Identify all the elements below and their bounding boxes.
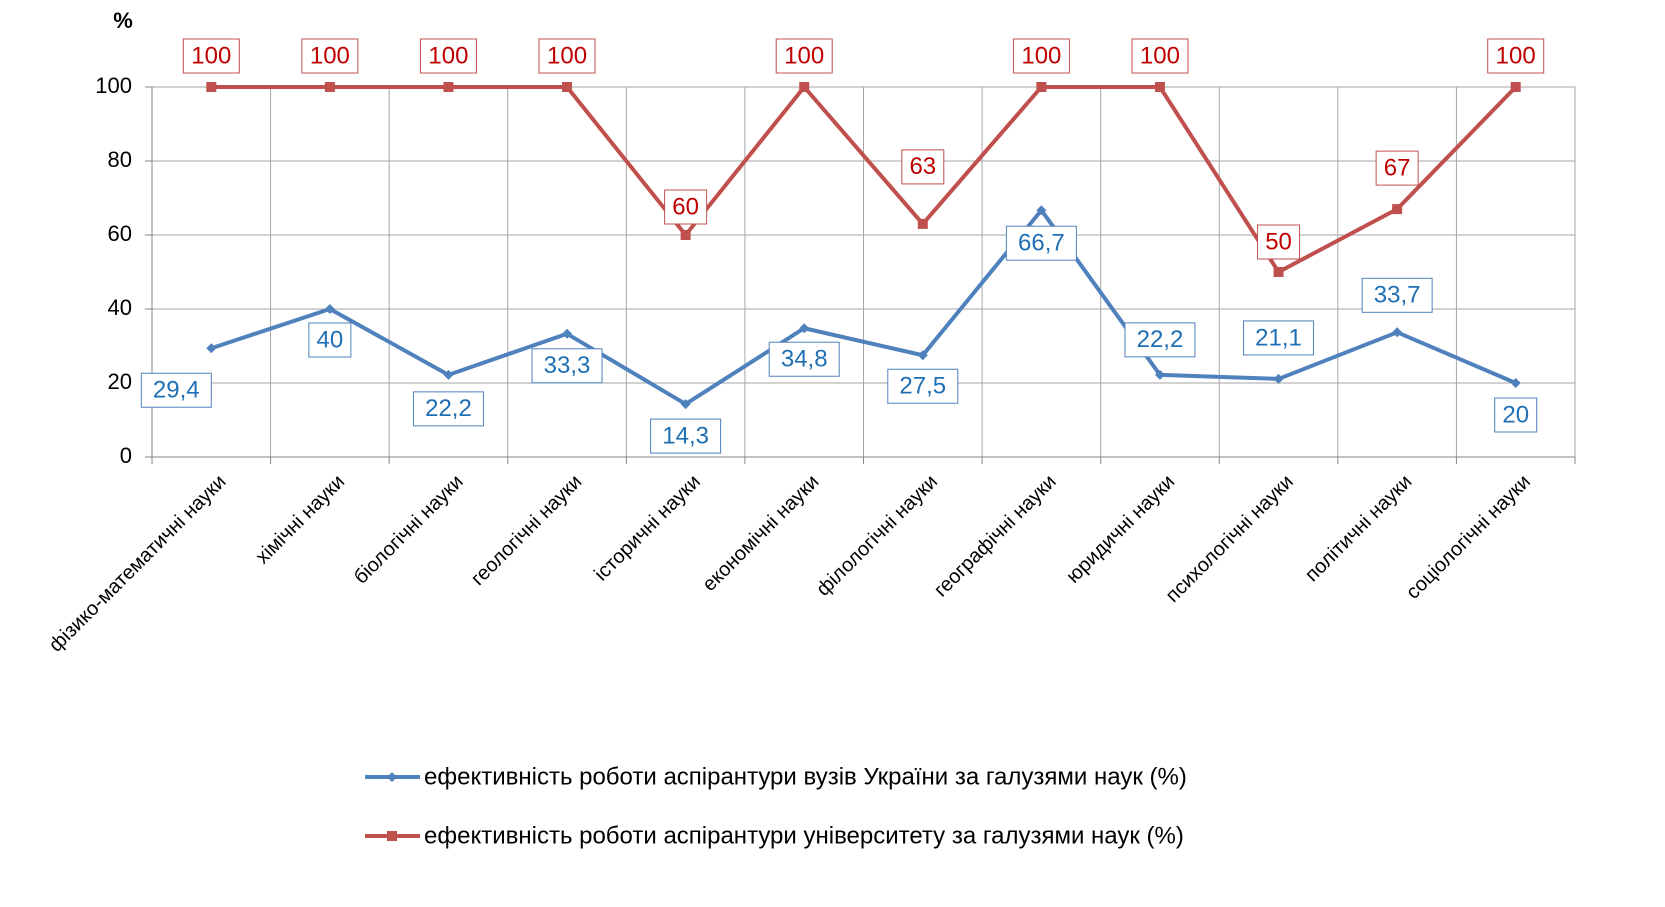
data-label-box — [1012, 38, 1070, 74]
data-label: 100 — [310, 42, 350, 69]
data-label: 100 — [191, 42, 231, 69]
marker — [917, 350, 928, 361]
marker — [324, 304, 335, 314]
data-label-box — [140, 372, 212, 408]
data-label-box — [538, 38, 596, 74]
data-label: 100 — [428, 42, 468, 69]
data-label-box — [412, 391, 484, 427]
data-label-box — [1005, 225, 1077, 261]
data-label-box — [664, 189, 708, 225]
marker — [1510, 378, 1521, 388]
legend-label: ефективність роботи аспірантури універси… — [424, 822, 1184, 849]
data-label: 22,2 — [425, 395, 472, 422]
x-tick-label: філологічні науки — [812, 471, 942, 601]
x-tick-label: фізико-математичні науки — [45, 471, 231, 657]
x-tick-label: біологічні науки — [350, 471, 468, 589]
marker — [917, 218, 928, 229]
legend-label: ефективність роботи аспірантури вузів Ук… — [424, 763, 1187, 790]
y-tick-label: 60 — [108, 221, 132, 246]
data-label-box — [419, 38, 477, 74]
x-tick-label: геологічні науки — [467, 471, 586, 590]
x-tick-label: історичні науки — [590, 471, 705, 586]
y-axis-title: % — [113, 8, 133, 33]
marker — [1392, 204, 1403, 215]
marker — [324, 82, 335, 92]
data-label-box — [901, 149, 945, 185]
data-label-box — [1243, 320, 1315, 356]
legend-marker — [387, 831, 397, 841]
marker — [443, 82, 454, 92]
series-line — [210, 208, 1517, 407]
data-label-box — [1257, 224, 1301, 260]
data-label: 100 — [784, 42, 824, 69]
data-label: 27,5 — [899, 373, 946, 400]
marker — [1036, 82, 1047, 92]
marker — [1154, 369, 1165, 380]
series-line — [211, 85, 1518, 274]
data-label-box — [1487, 38, 1545, 74]
data-label-box — [887, 368, 959, 404]
x-tick-label: психологічні науки — [1162, 471, 1298, 607]
data-label: 100 — [1496, 42, 1536, 69]
marker — [680, 399, 691, 410]
marker — [1036, 205, 1047, 216]
data-label-box — [182, 38, 240, 74]
data-label: 34,8 — [781, 346, 828, 373]
marker — [680, 230, 691, 240]
y-tick-label: 40 — [108, 295, 132, 320]
marker — [799, 323, 810, 334]
x-tick-label: юридичні науки — [1062, 471, 1179, 588]
data-label-box — [1124, 322, 1196, 358]
x-tick-label: політичні науки — [1301, 471, 1416, 586]
legend-marker — [387, 772, 397, 782]
data-label: 40 — [317, 326, 344, 353]
data-label: 22,2 — [1137, 326, 1184, 353]
data-label-box — [1361, 277, 1433, 313]
data-label: 21,1 — [1255, 324, 1302, 351]
data-label: 100 — [1021, 42, 1061, 69]
data-label: 100 — [1140, 42, 1180, 69]
data-label: 100 — [547, 42, 587, 69]
data-label-box — [308, 322, 352, 358]
marker — [443, 369, 454, 380]
marker — [562, 82, 573, 92]
marker — [206, 343, 217, 354]
data-label-box — [301, 38, 359, 74]
y-tick-label: 20 — [108, 369, 132, 394]
marker — [1273, 373, 1284, 384]
x-tick-label: хімічні науки — [252, 471, 350, 569]
data-label: 66,7 — [1018, 230, 1065, 257]
data-label: 29,4 — [153, 377, 200, 404]
data-label: 20 — [1502, 401, 1529, 428]
data-label-box — [1494, 397, 1538, 433]
data-label: 50 — [1265, 228, 1292, 255]
data-label-box — [1375, 150, 1419, 186]
data-label: 67 — [1384, 154, 1411, 181]
data-label-box — [531, 348, 603, 384]
marker — [799, 82, 810, 92]
marker — [1154, 82, 1165, 92]
y-tick-label: 0 — [120, 443, 132, 468]
y-tick-label: 100 — [95, 73, 132, 98]
y-tick-label: 80 — [108, 147, 132, 172]
data-label: 63 — [909, 153, 936, 180]
marker — [206, 82, 217, 92]
data-label: 60 — [672, 193, 699, 220]
x-tick-label: соціологічні науки — [1402, 471, 1535, 604]
marker — [1273, 267, 1284, 277]
data-label: 33,7 — [1374, 282, 1421, 309]
x-tick-label: економічні науки — [698, 471, 823, 596]
data-label: 14,3 — [662, 422, 709, 449]
marker — [562, 328, 573, 339]
x-tick-label: географічні науки — [930, 471, 1061, 602]
data-label-box — [1131, 38, 1189, 74]
data-label-box — [650, 418, 722, 454]
data-label-box — [768, 341, 840, 377]
data-label-box — [775, 38, 833, 74]
data-label: 33,3 — [544, 352, 591, 379]
marker — [1392, 327, 1403, 338]
marker — [1510, 82, 1521, 92]
